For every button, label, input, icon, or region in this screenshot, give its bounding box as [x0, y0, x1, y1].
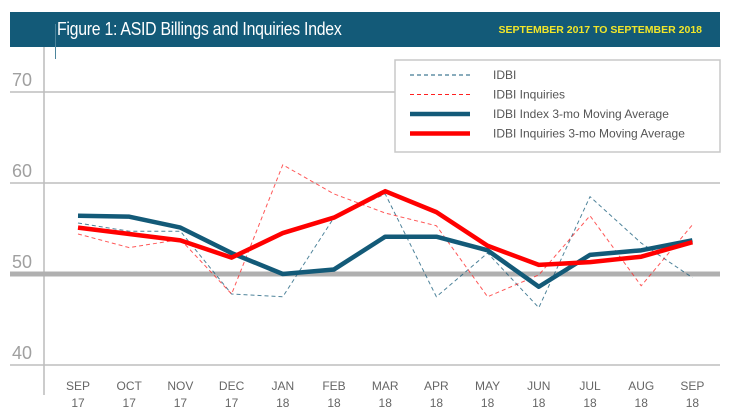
x-tick-label: 18	[686, 396, 700, 410]
x-tick-label: 18	[430, 396, 444, 410]
x-tick-label: 17	[123, 396, 137, 410]
x-tick-label: 18	[379, 396, 393, 410]
x-tick-label: DEC	[219, 379, 245, 393]
x-tick-label: NOV	[167, 379, 193, 393]
chart-header: Figure 1: ASID Billings and Inquiries In…	[10, 12, 720, 59]
x-tick-label: 18	[327, 396, 341, 410]
legend: IDBI IDBI Inquiries IDBI Index 3-mo Moving…	[394, 59, 721, 153]
y-tick-label: 70	[12, 70, 32, 90]
x-tick-label: SEP	[680, 379, 704, 393]
series-line	[77, 188, 694, 268]
y-tick-label: 40	[12, 343, 32, 363]
legend-label: IDBI Inquiries	[493, 88, 565, 102]
x-tick-label: AUG	[628, 379, 654, 393]
legend-label: IDBI Index 3-mo Moving Average	[493, 107, 669, 121]
chart-title: Figure 1: ASID Billings and Inquiries In…	[57, 19, 342, 39]
legend-label: IDBI	[493, 68, 516, 82]
y-tick-label: 60	[12, 161, 32, 181]
header-divider	[55, 24, 56, 59]
series-line	[77, 193, 693, 309]
x-tick-label: FEB	[322, 379, 345, 393]
x-tick-label: JUL	[579, 379, 601, 393]
x-tick-label: JUN	[527, 379, 550, 393]
chart-subtitle: SEPTEMBER 2017 TO SEPTEMBER 2018	[498, 24, 702, 36]
x-tick-label: APR	[424, 379, 449, 393]
x-tick-label: MAY	[475, 379, 500, 393]
x-tick-label: 17	[174, 396, 188, 410]
x-tick-label: 18	[635, 396, 649, 410]
y-tick-label: 50	[12, 252, 32, 272]
legend-label: IDBI Inquiries 3-mo Moving Average	[493, 127, 685, 141]
x-tick-label: SEP	[66, 379, 90, 393]
x-tick-label: JAN	[271, 379, 294, 393]
x-tick-label: MAR	[372, 379, 399, 393]
x-tick-label: OCT	[117, 379, 143, 393]
series-line	[77, 213, 693, 289]
x-tick-label: 17	[225, 396, 239, 410]
x-tick-label: 18	[532, 396, 546, 410]
x-tick-label: 17	[71, 396, 85, 410]
x-tick-label: 18	[583, 396, 597, 410]
x-tick-label: 18	[481, 396, 495, 410]
x-tick-label: 18	[276, 396, 290, 410]
